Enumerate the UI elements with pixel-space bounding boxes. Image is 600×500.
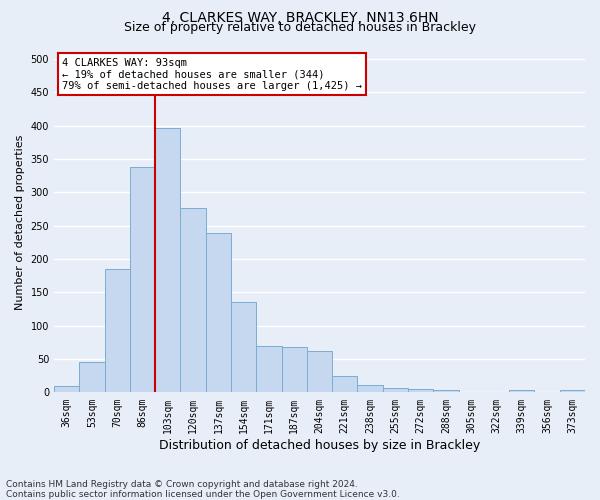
Y-axis label: Number of detached properties: Number of detached properties <box>15 135 25 310</box>
Bar <box>358 385 383 392</box>
Bar <box>54 386 79 392</box>
Bar <box>383 388 408 392</box>
Bar <box>79 362 104 392</box>
Bar <box>509 390 535 392</box>
Text: Size of property relative to detached houses in Brackley: Size of property relative to detached ho… <box>124 22 476 35</box>
Text: Contains HM Land Registry data © Crown copyright and database right 2024.
Contai: Contains HM Land Registry data © Crown c… <box>6 480 400 499</box>
Text: 4 CLARKES WAY: 93sqm
← 19% of detached houses are smaller (344)
79% of semi-deta: 4 CLARKES WAY: 93sqm ← 19% of detached h… <box>62 58 362 91</box>
Bar <box>256 346 281 393</box>
Bar <box>206 233 231 392</box>
Bar <box>181 208 206 392</box>
Text: 4, CLARKES WAY, BRACKLEY, NN13 6HN: 4, CLARKES WAY, BRACKLEY, NN13 6HN <box>161 11 439 25</box>
Bar <box>408 389 433 392</box>
Bar <box>104 269 130 392</box>
Bar <box>130 167 155 392</box>
Bar <box>560 390 585 392</box>
Bar <box>281 347 307 393</box>
Bar <box>433 390 458 392</box>
X-axis label: Distribution of detached houses by size in Brackley: Distribution of detached houses by size … <box>159 440 480 452</box>
Bar <box>155 128 181 392</box>
Bar <box>307 351 332 393</box>
Bar <box>332 376 358 392</box>
Bar <box>231 302 256 392</box>
